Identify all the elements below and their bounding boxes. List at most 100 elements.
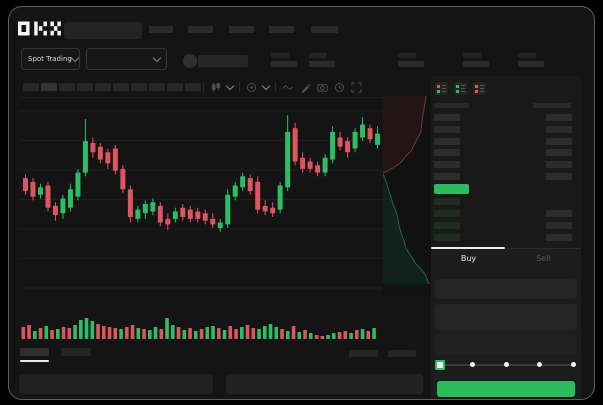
depth-chart[interactable] [383,96,431,295]
bid-amount [546,210,572,217]
icon-square [456,84,459,88]
bottom-tab[interactable] [61,348,91,356]
icon-square [437,89,440,93]
coin-avatar [183,54,197,68]
timeframe-slot[interactable] [23,83,39,91]
spot-trading-dropdown[interactable]: Spot Trading [21,48,80,70]
camera-icon[interactable] [317,82,328,93]
timeframe-slot[interactable] [41,83,57,91]
bottom-panel [19,374,213,394]
volume-bar [257,329,261,339]
last-price-bar[interactable] [434,184,469,194]
orderbook-ask-row[interactable] [431,126,581,135]
slider-stop-100[interactable] [570,362,576,367]
volume-bar [245,325,250,339]
timeframe-slot[interactable] [167,83,183,91]
volume-bar [268,324,273,339]
bottom-tab-active[interactable] [20,348,49,356]
volume-bar [130,325,135,339]
total-input[interactable] [435,334,577,355]
orderbook-bid-row[interactable] [431,198,581,207]
orderbook-bid-row[interactable] [431,222,581,231]
candle-body [285,131,291,188]
slider-stop-25[interactable] [470,362,475,367]
candle-body [105,152,111,164]
buy-tab-indicator [431,247,505,249]
nav-item[interactable] [311,26,338,33]
orderbook-ask-row[interactable] [431,114,581,123]
amount-input[interactable] [435,304,577,330]
chevron-down-icon[interactable] [261,81,271,90]
nav-item[interactable] [188,26,213,33]
volume-bar [211,326,215,339]
tab-buy[interactable]: Buy [460,254,477,263]
amount-slider-handle[interactable] [435,360,445,370]
candlestick-chart[interactable] [19,101,387,299]
candle-body [23,178,28,192]
orderbook-bid-row[interactable] [431,210,581,219]
candle-body [240,176,246,188]
volume-bar [274,327,279,339]
timeframe-slot[interactable] [113,83,129,91]
orderbook-bid-row[interactable] [431,234,581,243]
timeframe-slot[interactable] [131,83,147,91]
search-input[interactable] [64,22,142,39]
volume-bar [102,326,106,339]
candle-body [247,178,253,192]
price-input[interactable] [435,279,577,299]
volume-bar [79,320,83,339]
clock-icon[interactable] [334,82,345,93]
candle-body [120,168,126,190]
volume-bar [50,330,54,339]
nav-item[interactable] [149,26,173,33]
volume-bar [125,327,129,339]
volume-bar [38,328,43,339]
candle-style-icon[interactable] [210,81,221,93]
nav-item[interactable] [269,26,294,33]
indicator-icon[interactable] [246,82,257,93]
volume-bar [349,333,353,339]
orderbook-view-both-icon[interactable] [435,82,448,95]
bottom-action-placeholder[interactable] [349,350,378,357]
slider-stop-75[interactable] [537,362,542,367]
wave-icon[interactable] [282,82,294,93]
pair-selector-dropdown[interactable] [86,48,167,70]
timeframe-slot[interactable] [95,83,111,91]
orderbook-ask-row[interactable] [431,161,581,170]
fullscreen-icon[interactable] [351,81,362,93]
orderbook-ask-row[interactable] [431,173,581,182]
volume-bar [67,328,72,339]
icon-line [441,88,446,89]
volume-bar [251,328,256,339]
timeframe-slot[interactable] [59,83,75,91]
timeframe-slot[interactable] [77,83,93,91]
volume-bar [297,332,302,339]
volume-bar [33,331,37,339]
bottom-action-placeholder[interactable] [388,350,416,357]
icon-square [475,89,478,93]
timeframe-slot[interactable] [149,83,165,91]
orderbook-view-bids-icon[interactable] [454,82,467,95]
toolbar-separator [19,97,427,98]
volume-bar [113,328,118,339]
orderbook-header-price [434,103,469,108]
orderbook-ask-row[interactable] [431,138,581,147]
draw-icon[interactable] [300,82,311,93]
icon-line [479,88,484,89]
chevron-down-icon [70,53,80,62]
ask-amount [546,149,572,156]
timeframe-slot[interactable] [185,83,201,91]
candle-body [375,133,381,145]
chevron-down-icon[interactable] [225,81,235,90]
tab-sell[interactable]: Sell [536,254,551,263]
orderbook-ask-row[interactable] [431,149,581,158]
okx-logo[interactable] [18,21,62,36]
candle-body [112,148,118,171]
candle-body [232,185,238,197]
orderbook-view-asks-icon[interactable] [473,82,486,95]
candle-body [172,211,178,219]
pair-name-placeholder [198,55,248,67]
nav-item[interactable] [229,26,254,33]
slider-stop-50[interactable] [503,362,509,367]
buy-button[interactable] [437,381,575,397]
